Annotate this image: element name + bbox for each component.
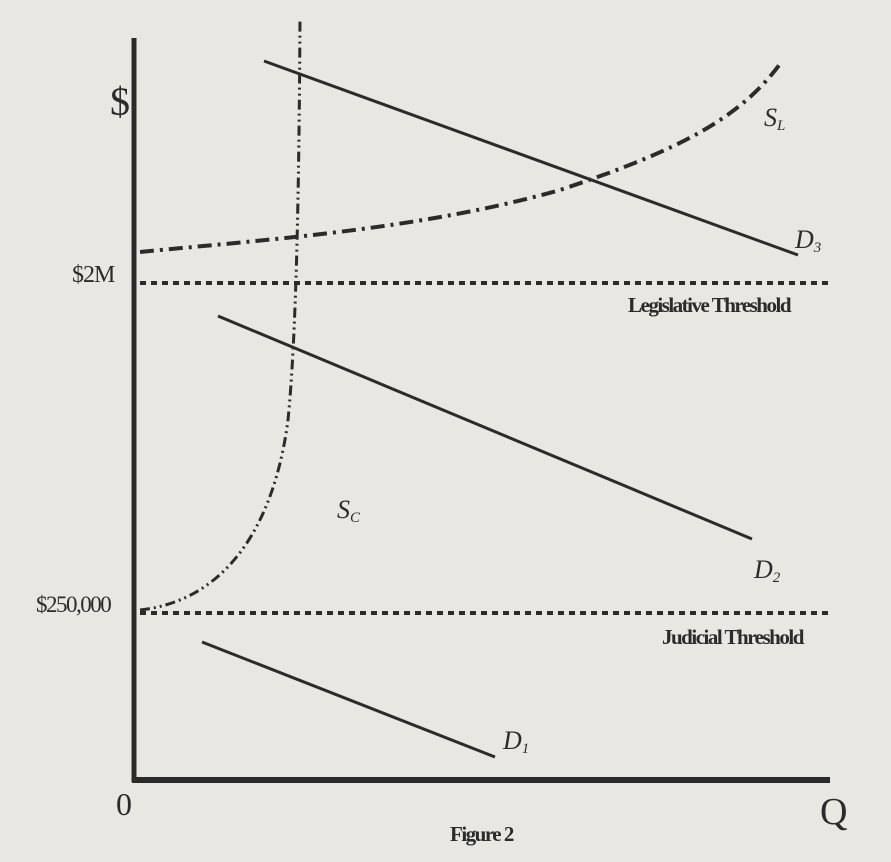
demand-curve-d1 (201, 640, 496, 759)
demand-curve-d2 (217, 314, 753, 541)
y-tick-2m: $2M (72, 262, 115, 288)
figure-caption: Figure 2 (450, 822, 514, 846)
supply-court-label-main: S (337, 495, 350, 524)
demand-2-label-main: D (754, 555, 773, 584)
demand-3-label: D3 (795, 225, 821, 257)
demand-1-label: D1 (503, 726, 529, 758)
supply-court-label: SC (337, 495, 360, 527)
y-tick-250000: $250,000 (36, 592, 112, 617)
demand-1-label-sub: 1 (521, 741, 530, 757)
judicial-threshold-label: Judicial Threshold (662, 625, 804, 649)
demand-curve-d3 (263, 59, 799, 257)
demand-3-label-sub: 3 (813, 240, 822, 256)
supply-curve-court (139, 17, 302, 612)
supply-curve-legislative (139, 62, 782, 254)
legislative-threshold-label: Legislative Threshold (628, 293, 792, 317)
supply-legislative-label: SL (764, 103, 785, 135)
supply-court-label-sub: C (350, 510, 361, 526)
origin-label: 0 (116, 786, 132, 822)
demand-2-label: D2 (754, 555, 780, 587)
demand-2-label-sub: 2 (772, 570, 781, 586)
y-axis-label: $ (110, 79, 130, 124)
demand-1-label-main: D (503, 726, 522, 755)
x-axis-label: Q (820, 791, 848, 833)
supply-legislative-label-main: S (764, 103, 777, 132)
supply-legislative-label-sub: L (777, 118, 786, 134)
demand-3-label-main: D (795, 225, 814, 254)
